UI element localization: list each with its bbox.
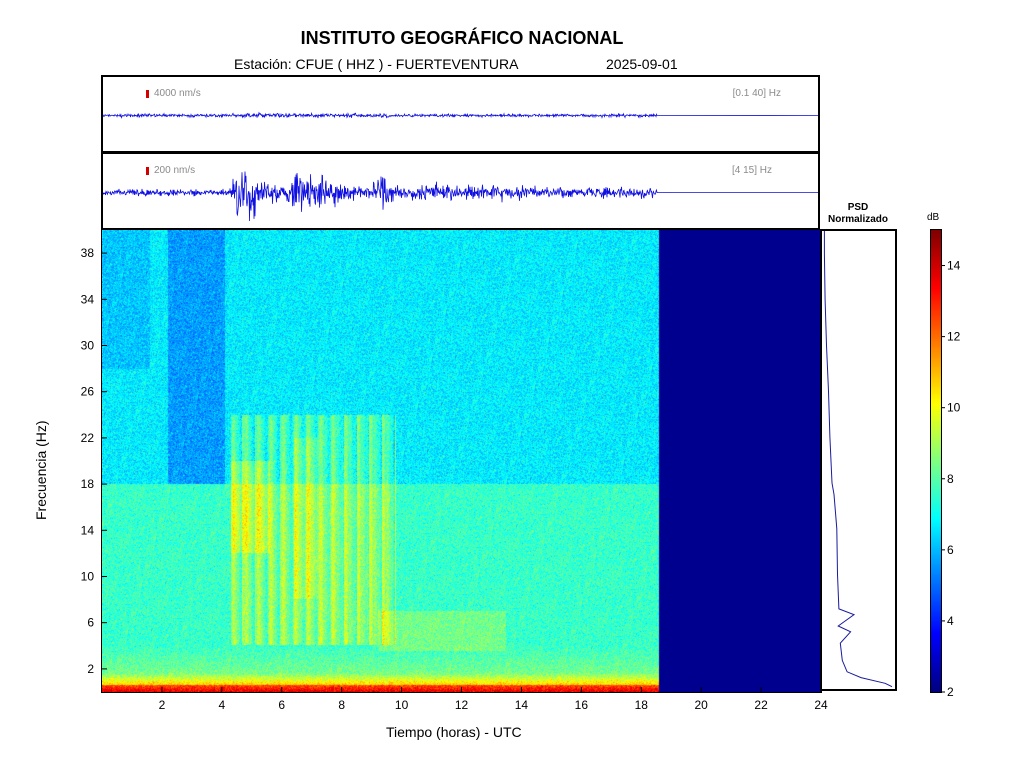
x-tick-label: 2 [159,698,166,712]
psd-panel [820,229,897,691]
psd-title: PSD Normalizado [820,202,896,226]
x-tick-label: 16 [575,698,589,712]
psd-curve [823,231,893,688]
station-label: Estación: CFUE ( HHZ ) - FUERTEVENTURA [234,56,519,72]
broadband-trace-panel: 4000 nm/s [0.1 40] Hz [101,75,820,153]
page-title: INSTITUTO GEOGRÁFICO NACIONAL [300,28,624,48]
x-tick-label: 6 [278,698,285,712]
colorbar-unit: dB [927,212,940,223]
trace-line [103,111,818,119]
x-tick-label: 24 [814,698,828,712]
x-tick-label: 14 [515,698,529,712]
y-axis-label: Frecuencia (Hz) [33,420,49,520]
filter-band-label: [0.1 40] Hz [732,88,781,99]
broadband-trace [103,111,818,119]
colorbar-tick-label: 2 [947,685,954,699]
y-tick-label: 26 [81,385,95,399]
y-tick-label: 10 [81,570,95,584]
spectrogram [101,229,822,693]
y-tick-label: 34 [81,292,95,306]
colorbar-tick-label: 4 [947,614,954,628]
psd-title-line: PSD [847,202,869,213]
psd-line [823,231,893,688]
y-tick-label: 38 [81,246,95,260]
x-axis-label: Tiempo (horas) - UTC [386,724,522,740]
y-tick-label: 18 [81,477,95,491]
x-tick-label: 4 [218,698,225,712]
y-tick-label: 2 [87,662,94,676]
y-tick-label: 14 [81,523,95,537]
y-tick-label: 22 [81,431,95,445]
filter-band-label: [4 15] Hz [731,165,772,176]
amplitude-scale-bar [146,90,149,98]
x-tick-label: 12 [455,698,469,712]
y-tick-label: 6 [87,616,94,630]
amplitude-scale-label: 4000 nm/s [154,88,201,99]
psd-title-line: Normalizado [827,214,888,225]
colorbar-tick-label: 6 [947,543,954,557]
amplitude-scale-bar [146,167,149,175]
x-tick-label: 20 [694,698,708,712]
trace-line [103,171,818,222]
colorbar [930,229,942,693]
x-tick-label: 8 [338,698,345,712]
colorbar-tick-label: 14 [947,259,961,273]
y-tick-label: 30 [81,339,95,353]
filtered-trace-panel: 200 nm/s [4 15] Hz [101,152,820,230]
x-tick-label: 22 [754,698,768,712]
x-tick-label: 18 [635,698,649,712]
colorbar-tick-label: 12 [947,330,961,344]
x-tick-label: 10 [395,698,409,712]
colorbar-tick-label: 8 [947,472,954,486]
filtered-trace [103,171,818,222]
amplitude-scale-label: 200 nm/s [154,165,196,176]
date-label: 2025-09-01 [606,56,678,72]
colorbar-tick-label: 10 [947,401,961,415]
